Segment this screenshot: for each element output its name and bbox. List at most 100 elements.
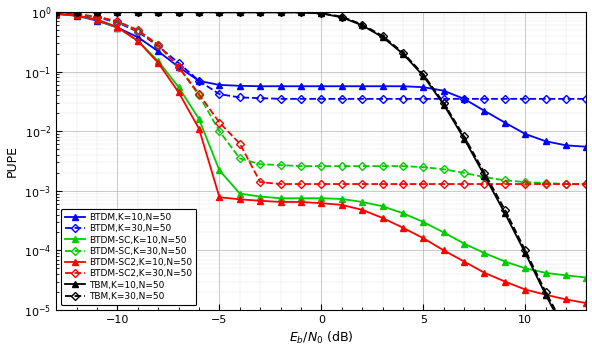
TBM,K=30,N=50 bbox=[73, 10, 81, 14]
BTDM,K=30,N=50 bbox=[236, 95, 243, 100]
BTDM-SC2,K=30,N=50 bbox=[94, 14, 101, 19]
BTDM-SC2,K=10,N=50 bbox=[114, 25, 121, 29]
Legend: BTDM,K=10,N=50, BTDM,K=30,N=50, BTDM-SC,K=10,N=50, BTDM-SC,K=30,N=50, BTDM-SC2,K: BTDM,K=10,N=50, BTDM,K=30,N=50, BTDM-SC,… bbox=[61, 209, 197, 306]
TBM,K=10,N=50 bbox=[53, 10, 60, 14]
BTDM,K=10,N=50 bbox=[277, 84, 284, 88]
BTDM-SC,K=10,N=50 bbox=[134, 39, 141, 43]
BTDM-SC2,K=10,N=50 bbox=[440, 248, 448, 252]
BTDM,K=10,N=50 bbox=[257, 84, 264, 88]
BTDM-SC,K=10,N=50 bbox=[522, 266, 529, 270]
BTDM,K=10,N=50 bbox=[73, 14, 81, 18]
TBM,K=30,N=50 bbox=[195, 10, 202, 14]
BTDM,K=10,N=50 bbox=[420, 85, 427, 89]
BTDM,K=30,N=50 bbox=[542, 97, 549, 101]
BTDM-SC,K=10,N=50 bbox=[440, 230, 448, 234]
BTDM,K=10,N=50 bbox=[134, 35, 141, 39]
BTDM-SC,K=30,N=50 bbox=[542, 181, 549, 185]
TBM,K=10,N=50 bbox=[481, 174, 488, 178]
TBM,K=10,N=50 bbox=[501, 211, 509, 215]
TBM,K=30,N=50 bbox=[338, 14, 345, 19]
BTDM,K=10,N=50 bbox=[236, 84, 243, 88]
BTDM,K=10,N=50 bbox=[195, 79, 202, 83]
BTDM-SC,K=30,N=50 bbox=[236, 156, 243, 161]
BTDM-SC2,K=30,N=50 bbox=[542, 182, 549, 186]
TBM,K=30,N=50 bbox=[236, 10, 243, 14]
BTDM,K=30,N=50 bbox=[379, 97, 386, 101]
BTDM-SC2,K=30,N=50 bbox=[420, 182, 427, 186]
BTDM,K=10,N=50 bbox=[359, 84, 366, 88]
BTDM-SC,K=10,N=50 bbox=[501, 259, 509, 264]
BTDM,K=30,N=50 bbox=[134, 30, 141, 34]
BTDM-SC2,K=10,N=50 bbox=[562, 297, 570, 302]
TBM,K=30,N=50 bbox=[216, 10, 223, 14]
BTDM,K=10,N=50 bbox=[216, 83, 223, 87]
BTDM-SC,K=10,N=50 bbox=[257, 194, 264, 199]
BTDM-SC2,K=30,N=50 bbox=[175, 65, 182, 69]
BTDM-SC,K=10,N=50 bbox=[236, 191, 243, 196]
BTDM-SC,K=30,N=50 bbox=[195, 93, 202, 98]
TBM,K=10,N=50 bbox=[94, 10, 101, 14]
BTDM-SC2,K=10,N=50 bbox=[542, 293, 549, 297]
TBM,K=10,N=50 bbox=[216, 10, 223, 14]
BTDM-SC2,K=10,N=50 bbox=[359, 208, 366, 212]
BTDM-SC2,K=10,N=50 bbox=[461, 259, 468, 264]
BTDM,K=10,N=50 bbox=[440, 89, 448, 93]
BTDM-SC2,K=10,N=50 bbox=[257, 199, 264, 203]
TBM,K=10,N=50 bbox=[277, 10, 284, 14]
TBM,K=30,N=50 bbox=[522, 248, 529, 252]
BTDM,K=10,N=50 bbox=[562, 143, 570, 147]
BTDM,K=10,N=50 bbox=[114, 25, 121, 30]
Line: BTDM,K=10,N=50: BTDM,K=10,N=50 bbox=[53, 11, 590, 150]
BTDM,K=10,N=50 bbox=[522, 132, 529, 136]
BTDM-SC,K=10,N=50 bbox=[318, 196, 325, 200]
BTDM,K=30,N=50 bbox=[522, 97, 529, 101]
BTDM,K=30,N=50 bbox=[216, 92, 223, 96]
TBM,K=30,N=50 bbox=[501, 208, 509, 212]
BTDM,K=30,N=50 bbox=[155, 44, 162, 48]
BTDM-SC,K=10,N=50 bbox=[195, 117, 202, 121]
BTDM-SC,K=10,N=50 bbox=[53, 12, 60, 16]
TBM,K=30,N=50 bbox=[175, 10, 182, 14]
BTDM-SC2,K=30,N=50 bbox=[53, 11, 60, 15]
TBM,K=10,N=50 bbox=[134, 10, 141, 14]
Line: BTDM-SC2,K=30,N=50: BTDM-SC2,K=30,N=50 bbox=[53, 10, 590, 187]
BTDM-SC2,K=10,N=50 bbox=[94, 18, 101, 22]
BTDM-SC2,K=10,N=50 bbox=[420, 236, 427, 240]
BTDM,K=30,N=50 bbox=[114, 20, 121, 25]
BTDM-SC,K=30,N=50 bbox=[522, 180, 529, 184]
X-axis label: $E_b/N_0$ (dB): $E_b/N_0$ (dB) bbox=[289, 330, 353, 346]
BTDM-SC2,K=30,N=50 bbox=[297, 182, 304, 186]
TBM,K=10,N=50 bbox=[420, 74, 427, 78]
TBM,K=30,N=50 bbox=[440, 101, 448, 105]
TBM,K=10,N=50 bbox=[297, 10, 304, 14]
BTDM-SC,K=10,N=50 bbox=[359, 200, 366, 204]
TBM,K=30,N=50 bbox=[155, 10, 162, 14]
BTDM-SC,K=30,N=50 bbox=[297, 164, 304, 168]
TBM,K=30,N=50 bbox=[297, 10, 304, 14]
BTDM-SC,K=10,N=50 bbox=[73, 13, 81, 18]
TBM,K=30,N=50 bbox=[53, 10, 60, 14]
BTDM,K=10,N=50 bbox=[53, 12, 60, 16]
BTDM,K=30,N=50 bbox=[359, 97, 366, 101]
TBM,K=30,N=50 bbox=[359, 23, 366, 27]
BTDM,K=30,N=50 bbox=[73, 12, 81, 17]
BTDM-SC,K=30,N=50 bbox=[420, 165, 427, 169]
BTDM-SC2,K=30,N=50 bbox=[73, 12, 81, 17]
TBM,K=30,N=50 bbox=[257, 10, 264, 14]
BTDM-SC,K=30,N=50 bbox=[583, 182, 590, 187]
TBM,K=10,N=50 bbox=[440, 102, 448, 107]
BTDM-SC,K=10,N=50 bbox=[338, 197, 345, 201]
BTDM,K=10,N=50 bbox=[400, 84, 407, 88]
BTDM-SC2,K=30,N=50 bbox=[400, 182, 407, 186]
TBM,K=10,N=50 bbox=[359, 23, 366, 27]
BTDM-SC2,K=30,N=50 bbox=[522, 182, 529, 186]
BTDM,K=30,N=50 bbox=[400, 97, 407, 101]
BTDM-SC,K=10,N=50 bbox=[562, 273, 570, 277]
BTDM-SC,K=30,N=50 bbox=[400, 164, 407, 168]
BTDM-SC2,K=10,N=50 bbox=[175, 90, 182, 94]
BTDM,K=30,N=50 bbox=[481, 97, 488, 101]
BTDM-SC,K=10,N=50 bbox=[379, 204, 386, 208]
BTDM,K=30,N=50 bbox=[338, 97, 345, 101]
BTDM,K=10,N=50 bbox=[501, 120, 509, 125]
TBM,K=10,N=50 bbox=[542, 293, 549, 297]
